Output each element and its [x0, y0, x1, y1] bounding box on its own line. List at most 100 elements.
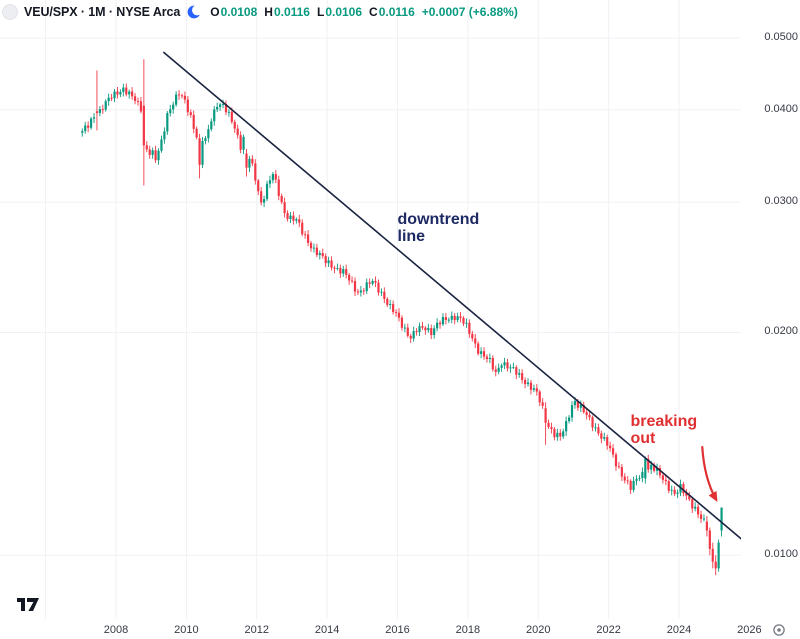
candle-body: [292, 215, 295, 221]
candle-body: [260, 191, 263, 203]
candle-body: [503, 362, 506, 366]
candle-body: [559, 432, 562, 437]
candle-body: [600, 433, 603, 439]
candle-body: [614, 454, 618, 467]
candle-body: [562, 431, 565, 437]
chart-pane[interactable]: [0, 0, 741, 619]
candle-body: [183, 95, 187, 100]
candle-body: [421, 326, 424, 328]
candle-body: [383, 291, 386, 299]
candle-body: [550, 427, 553, 429]
candle-body: [242, 136, 245, 150]
candle-body: [699, 514, 703, 519]
candle-body: [201, 141, 204, 165]
candle-body: [336, 267, 339, 269]
candle-body: [664, 479, 667, 482]
candle-body: [362, 290, 365, 292]
candle-body: [582, 404, 585, 413]
candle-body: [523, 379, 527, 385]
candle-body: [494, 369, 497, 372]
candle-body: [397, 312, 401, 318]
candle-body: [459, 316, 462, 318]
time-axis-label: 2012: [244, 624, 269, 636]
symbol-title[interactable]: VEU/SPX · 1M · NYSE Arca: [24, 4, 181, 19]
candle-body: [289, 215, 292, 219]
candle-body: [556, 432, 559, 438]
candle-body: [565, 421, 568, 432]
tradingview-logo-icon[interactable]: [17, 598, 39, 612]
candle-body: [271, 174, 274, 181]
candle-body: [154, 150, 157, 161]
candle-body: [518, 373, 521, 375]
candle-body: [198, 138, 201, 165]
candle-body: [415, 331, 418, 332]
candle-body: [330, 260, 333, 268]
candle-body: [207, 129, 210, 139]
candle-body: [248, 158, 251, 168]
candle-body: [617, 466, 621, 468]
candle-body: [653, 464, 656, 471]
candle-body: [471, 333, 474, 339]
candle-body: [403, 327, 406, 329]
candle-body: [418, 326, 421, 332]
time-axis[interactable]: 2008 2010 2012 2014 2016 2018 2020 2022 2024 2026: [0, 619, 800, 639]
candle-body: [409, 335, 412, 339]
candle-body: [101, 109, 104, 111]
time-axis-label: 2026: [737, 624, 762, 636]
time-axis-label: 2024: [666, 624, 692, 636]
candle-body: [629, 480, 632, 490]
candle-body: [131, 91, 134, 97]
candle-body: [603, 437, 606, 439]
candle-body: [708, 530, 711, 549]
ohlc-readout: O 0.0108 H 0.0116 L 0.0106 C 0.0116 +0.0007 …: [210, 5, 518, 19]
candle-body: [392, 304, 395, 313]
candle-body: [447, 319, 450, 321]
candle-body: [230, 111, 233, 122]
candle-body: [609, 445, 612, 449]
candle-body: [133, 96, 137, 101]
candle-body: [650, 464, 653, 470]
price-axis[interactable]: 0.0500 0.0400 0.0300 0.0200 0.0100: [741, 0, 800, 619]
candle-body: [597, 427, 600, 434]
candle-body: [89, 118, 93, 128]
candle-body: [371, 280, 374, 284]
candle-body: [626, 480, 629, 482]
candle-body: [239, 135, 242, 150]
candle-body: [474, 338, 477, 344]
candle-body: [169, 109, 172, 114]
candle-body: [321, 253, 324, 257]
candle-body: [265, 183, 269, 200]
candle-body: [450, 315, 453, 320]
candle-body: [453, 315, 456, 321]
candle-body: [251, 158, 254, 164]
candle-body: [620, 467, 623, 477]
candle-body: [339, 267, 342, 274]
candle-body: [283, 202, 286, 214]
candle-body: [166, 113, 169, 132]
candle-body: [87, 125, 90, 128]
candle-body: [324, 256, 327, 264]
candle-body: [148, 149, 151, 155]
price-axis-label: 0.0200: [764, 325, 798, 338]
candle-body: [116, 91, 119, 95]
candle-body: [491, 358, 494, 370]
candle-body: [356, 291, 360, 293]
candle-body: [658, 468, 662, 476]
candle-body: [119, 91, 122, 95]
breakout-arrow: [701, 446, 718, 501]
candle-body: [427, 328, 430, 331]
candle-body: [512, 367, 515, 369]
axis-settings-icon[interactable]: [772, 623, 786, 637]
candle-body: [573, 401, 577, 406]
candle-body: [462, 317, 465, 324]
price-axis-label: 0.0500: [764, 31, 798, 43]
market-closed-moon-icon[interactable]: [187, 4, 203, 19]
candle-body: [345, 269, 348, 275]
candle-body: [98, 109, 101, 113]
chart-header: VEU/SPX · 1M · NYSE Arca O 0.0108 H 0.0116…: [2, 3, 518, 20]
candle-body: [365, 282, 368, 292]
candle-body: [160, 139, 163, 151]
candle-body: [535, 388, 538, 392]
close-value: 0.0116: [378, 4, 415, 19]
